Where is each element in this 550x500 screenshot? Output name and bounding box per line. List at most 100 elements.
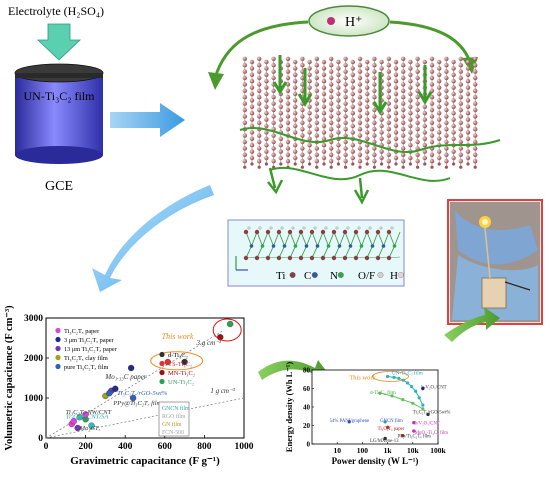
lattice-atom — [386, 69, 391, 74]
lattice-atom — [271, 56, 276, 61]
lattice-atom — [264, 123, 269, 129]
lattice-atom — [285, 127, 291, 132]
chart2-series-point — [405, 381, 410, 385]
lattice-atom — [278, 104, 283, 110]
lattice-atom — [350, 117, 355, 122]
lattice-atom — [408, 123, 413, 129]
lattice-atom — [321, 111, 327, 116]
lattice-atom — [285, 139, 291, 145]
side-bond — [267, 245, 274, 259]
lattice-atom — [278, 98, 283, 103]
chart1-legend-label: MN-Ti₃C₂ — [168, 370, 195, 377]
lattice-atom-lower — [329, 165, 333, 169]
chart2-reference-point — [385, 425, 390, 430]
lattice-atom — [458, 56, 463, 61]
arrow-to-chart-icon — [92, 185, 214, 292]
lattice-atom — [372, 139, 377, 145]
chart2-plot-area — [311, 369, 439, 445]
lattice-atom — [473, 62, 478, 68]
lattice-atom — [437, 79, 442, 84]
capacitance-chart: 0 200 400 600 800 1000 0 1000 2000 3000 Gravimetri… — [4, 305, 254, 467]
lattice-atom — [329, 56, 334, 61]
lattice-atom — [408, 91, 413, 97]
lattice-atom — [401, 95, 406, 100]
lattice-atom — [451, 111, 456, 116]
lattice-atom — [343, 127, 348, 132]
lattice-atom — [336, 130, 341, 135]
lattice-atom — [429, 114, 435, 119]
lattice-atom — [271, 101, 276, 106]
legend-element-label: N — [330, 270, 338, 282]
lattice-atom — [444, 120, 449, 126]
lattice-atom — [321, 91, 327, 97]
lattice-atom — [473, 88, 478, 94]
of-atom — [379, 226, 383, 230]
lattice-atom — [307, 79, 312, 84]
ion-path-2 — [269, 167, 451, 182]
lattice-atom — [242, 75, 247, 81]
lattice-atom — [293, 85, 298, 90]
lattice-atom — [314, 88, 319, 94]
lattice-atom — [451, 98, 456, 103]
lattice-atom — [271, 133, 276, 138]
lattice-atom — [465, 104, 471, 110]
arrow-to-ragone-icon — [258, 360, 330, 382]
lattice-atom — [451, 79, 456, 84]
lattice-atom — [379, 66, 384, 71]
side-bond — [289, 245, 296, 259]
lattice-atom — [365, 79, 370, 84]
lattice-atom — [307, 72, 312, 78]
lattice-atom — [451, 123, 456, 129]
lattice-atom — [372, 127, 377, 132]
chart2-x-tick-label: 10 — [333, 446, 341, 455]
lattice-atom — [249, 155, 255, 161]
lattice-atom — [300, 133, 305, 138]
ti-atom — [254, 255, 260, 261]
lattice-atom — [386, 75, 391, 81]
lattice-atom — [357, 95, 363, 100]
lattice-atom — [451, 59, 456, 65]
lattice-atom — [314, 152, 319, 157]
lattice-atom — [408, 136, 413, 141]
lattice-atom — [264, 155, 269, 161]
lattice-atom — [379, 149, 384, 154]
gce-label: GCE — [45, 179, 73, 194]
lattice-atom — [365, 117, 370, 122]
lattice-atom — [458, 133, 463, 138]
lattice-atom — [314, 56, 319, 61]
lattice-atom — [329, 159, 334, 164]
lattice-atom — [444, 101, 449, 106]
lattice-atom — [473, 114, 478, 119]
lattice-atom — [350, 72, 355, 78]
ti-atom — [276, 229, 282, 235]
lattice-atom — [307, 136, 312, 141]
lattice-atom — [401, 75, 406, 81]
lattice-atom — [307, 143, 312, 148]
lattice-atom — [314, 62, 319, 68]
lattice-atom — [408, 66, 413, 71]
lattice-atom — [444, 107, 449, 113]
lattice-atom — [415, 95, 420, 100]
lattice-atom — [321, 85, 327, 90]
ti-atom — [287, 229, 293, 235]
lattice-atom — [408, 143, 413, 148]
lattice-atom — [300, 127, 305, 132]
lattice-atom — [415, 120, 420, 126]
lattice-atom — [429, 82, 435, 87]
lattice-atom — [401, 146, 406, 151]
chart2-series-point — [414, 389, 418, 393]
chart2-x-tick-label: 1k — [384, 446, 393, 455]
lattice-atom — [343, 82, 348, 87]
lattice-atom — [444, 127, 449, 132]
chart1-legend-marker — [159, 378, 165, 385]
c-atom — [282, 244, 287, 248]
chart1-x-tick-label: 400 — [118, 442, 133, 452]
lattice-atom — [451, 149, 456, 154]
element-legend: Ti C N O/F H — [276, 270, 404, 282]
lattice-atom — [293, 98, 298, 103]
c-atom — [249, 244, 254, 248]
side-bond — [322, 245, 329, 259]
lattice-atom — [357, 152, 363, 157]
lattice-atom — [264, 59, 269, 65]
lattice-atom — [293, 91, 298, 97]
